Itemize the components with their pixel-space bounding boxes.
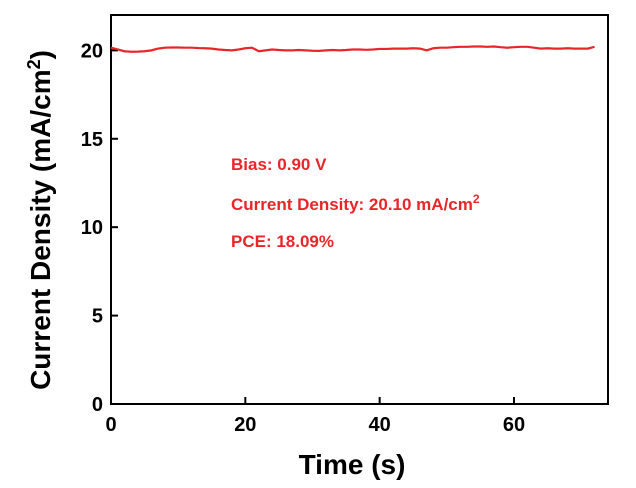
- x-tick-label: 40: [369, 414, 391, 436]
- y-axis-title-text: Current Density (mA/cm2): [24, 50, 56, 390]
- x-axis-ticks: 0 20 40 60: [105, 397, 525, 436]
- y-axis-title: Current Density (mA/cm2): [24, 50, 56, 390]
- y-tick-label: 5: [92, 306, 103, 328]
- x-tick-label: 0: [105, 414, 116, 436]
- annotation-current-density: Current Density: 20.10 mA/cm2: [231, 192, 480, 214]
- annotations: Bias: 0.90 V Current Density: 20.10 mA/c…: [231, 155, 480, 251]
- y-tick-label: 10: [81, 217, 103, 239]
- y-tick-label: 20: [81, 40, 103, 62]
- y-tick-label: 0: [92, 394, 103, 416]
- y-tick-label: 15: [81, 129, 103, 151]
- x-tick-label: 60: [503, 414, 525, 436]
- annotation-bias: Bias: 0.90 V: [231, 155, 327, 174]
- x-tick-label: 20: [234, 414, 256, 436]
- annotation-pce: PCE: 18.09%: [231, 232, 334, 251]
- plot-frame: [110, 14, 609, 405]
- y-axis-ticks: 0 5 10 15 20: [81, 40, 118, 416]
- current-density-series-line: [110, 45, 595, 53]
- x-axis-title: Time (s): [299, 449, 406, 480]
